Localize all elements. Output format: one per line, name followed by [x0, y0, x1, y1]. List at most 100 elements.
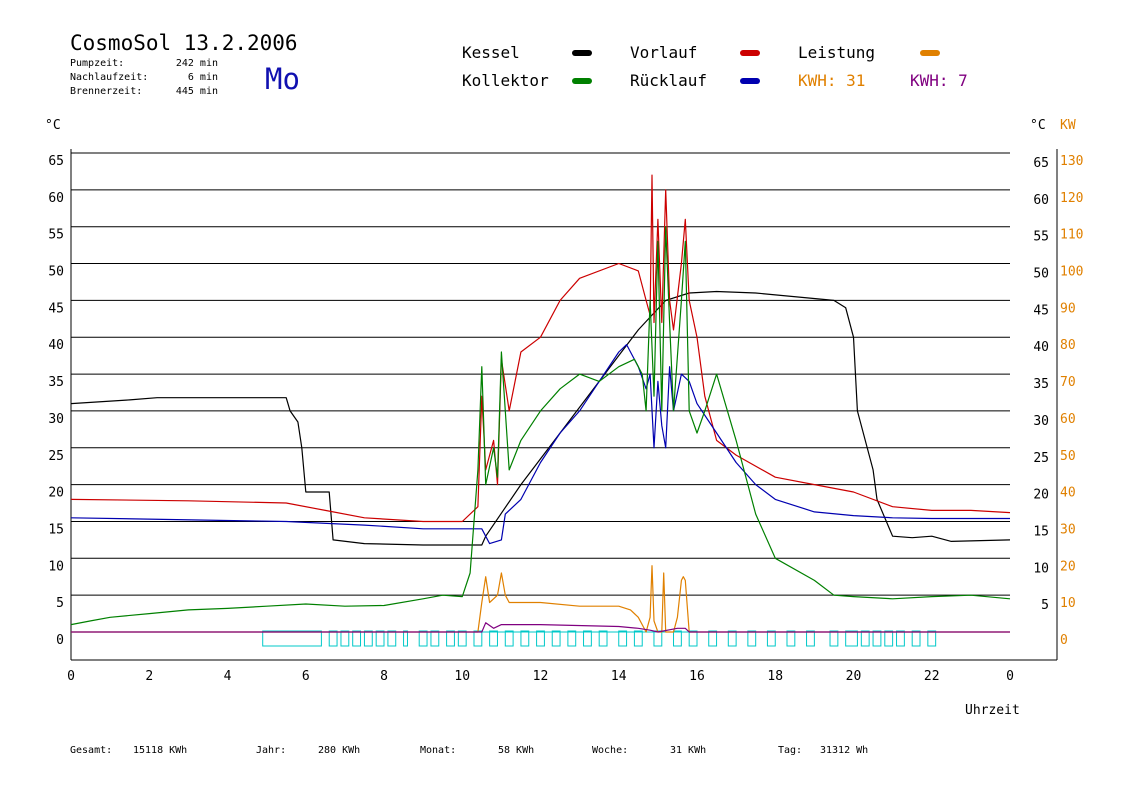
series-line-leistung2 [71, 622, 1010, 633]
y2-power-tick-label: 30 [1060, 522, 1076, 537]
y-tick-label: 55 [48, 228, 64, 243]
y-tick-label: 10 [48, 559, 64, 574]
footer-woche-label: Woche: [592, 745, 629, 756]
legend-kessel: Kessel [462, 43, 520, 62]
x-tick-label: 6 [302, 669, 310, 684]
series-line-kollektor [70, 226, 1011, 626]
series-line-ruecklauf [70, 344, 1010, 545]
y2-axis-label-temp: °C [1030, 118, 1046, 133]
y2-power-tick-label: 80 [1060, 338, 1076, 353]
pump-on-box [262, 630, 322, 647]
x-tick-label: 16 [689, 669, 705, 684]
legend-kwh-leistung2: KWH: 7 [910, 71, 968, 90]
legend-swatch-kessel [572, 50, 592, 56]
y-tick-label: 0 [56, 633, 64, 648]
footer-monat-label: Monat: [420, 745, 457, 756]
pump-on-box [860, 630, 870, 647]
pump-on-box [403, 630, 408, 647]
y2-power-tick-label: 130 [1060, 154, 1083, 169]
pump-on-box [618, 630, 628, 647]
y2-temp-tick-label: 35 [1033, 377, 1049, 392]
pump-on-box [911, 630, 921, 647]
x-tick-label: 0 [67, 669, 75, 684]
x-tick-label: 4 [224, 669, 232, 684]
pump-on-box [418, 630, 428, 647]
footer-woche-value: 31 KWh [670, 745, 707, 756]
pump-on-box [567, 630, 577, 647]
chart-axes: 0510152025303540455055606551015202530354… [48, 149, 1083, 684]
footer-monat-value: 58 KWh [498, 745, 535, 756]
y2-temp-tick-label: 60 [1033, 193, 1049, 208]
y-tick-label: 40 [48, 338, 64, 353]
y-tick-label: 25 [48, 449, 64, 464]
x-tick-label: 2 [145, 669, 153, 684]
y2-temp-tick-label: 50 [1033, 267, 1049, 282]
x-tick-label: 18 [767, 669, 783, 684]
y2-power-tick-label: 20 [1060, 559, 1076, 574]
pump-on-box [927, 630, 937, 647]
pump-on-box [845, 630, 858, 647]
y-tick-label: 45 [48, 301, 64, 316]
y-tick-label: 60 [48, 191, 64, 206]
legend-kwh-leistung: KWH: 31 [798, 71, 866, 90]
y-tick-label: 20 [48, 486, 64, 501]
pump-on-box [829, 630, 839, 647]
stat-pumpzeit-value: 242 min [175, 58, 218, 69]
pump-on-box [896, 630, 905, 647]
legend-swatch-leistung [920, 50, 940, 56]
y2-axis-label-power: KW [1060, 118, 1076, 133]
x-tick-label: 8 [380, 669, 388, 684]
pump-on-box [446, 630, 455, 647]
y2-temp-tick-label: 15 [1033, 524, 1049, 539]
legend-leistung: Leistung [798, 43, 876, 62]
pump-on-box [598, 630, 608, 647]
pump-on-box [473, 630, 483, 647]
pump-on-box [688, 630, 698, 647]
pump-on-box [536, 630, 545, 647]
y2-power-tick-label: 100 [1060, 265, 1083, 280]
series-line-vorlauf [70, 174, 1011, 523]
pump-on-box [352, 630, 362, 647]
y2-power-tick-label: 0 [1060, 633, 1068, 648]
x-axis-label: Uhrzeit [965, 703, 1020, 718]
x-tick-label: 22 [924, 669, 940, 684]
pump-on-box [520, 630, 530, 647]
y-tick-label: 65 [48, 154, 64, 169]
y2-power-tick-label: 70 [1060, 375, 1076, 390]
pump-on-box [806, 630, 815, 647]
y2-power-tick-label: 50 [1060, 449, 1076, 464]
pump-on-box [766, 630, 776, 647]
series-line-leistung [71, 565, 1010, 633]
pump-on-box [653, 630, 663, 647]
y2-temp-tick-label: 10 [1033, 561, 1049, 576]
x-tick-label: 10 [454, 669, 470, 684]
y-axis-label: °C [45, 118, 61, 133]
stat-label: Pumpzeit: [70, 58, 125, 69]
x-tick-label: 12 [533, 669, 549, 684]
series-line-kessel [70, 290, 1011, 546]
pump-on-box [430, 630, 440, 647]
y2-temp-tick-label: 45 [1033, 303, 1049, 318]
y-tick-label: 50 [48, 265, 64, 280]
stat-label: Brennerzeit: [70, 86, 143, 97]
page-title: CosmoSol 13.2.2006 [70, 31, 298, 55]
pump-on-box [673, 630, 682, 647]
legend-ruecklauf: Rücklauf [630, 71, 708, 90]
footer-jahr-value: 280 KWh [318, 745, 361, 756]
pump-on-box [363, 630, 373, 647]
stat-nachlaufzeit: Nachlaufzeit: [70, 72, 148, 83]
y2-power-tick-label: 110 [1060, 228, 1083, 243]
legend-swatch-kollektor [572, 78, 592, 84]
y2-temp-tick-label: 20 [1033, 488, 1049, 503]
footer-jahr-label: Jahr: [256, 745, 287, 756]
pump-on-box [457, 630, 467, 647]
y-tick-label: 15 [48, 522, 64, 537]
x-tick-label: 0 [1006, 669, 1014, 684]
y-tick-label: 30 [48, 412, 64, 427]
stat-label: Nachlaufzeit: [70, 72, 149, 83]
pump-on-box [375, 630, 385, 647]
stat-brennerzeit-value: 445 min [175, 86, 218, 97]
pump-on-box [387, 630, 397, 647]
legend-swatch-vorlauf [740, 50, 760, 56]
